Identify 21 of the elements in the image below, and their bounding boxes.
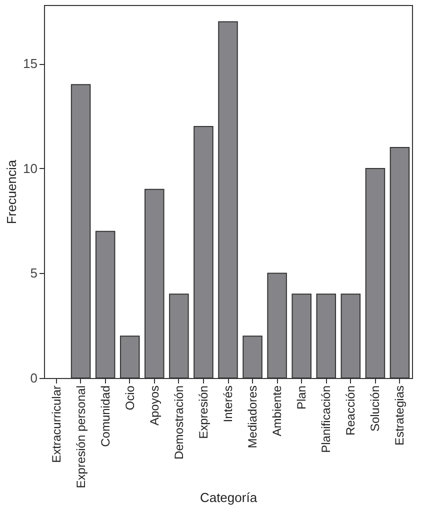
y-tick-label: 10 — [23, 160, 38, 176]
x-tick-label: Planificación — [319, 386, 334, 453]
y-axis-title: Frecuencia — [4, 159, 20, 224]
x-tick-label: Expresión — [196, 386, 210, 439]
y-tick-label: 15 — [23, 56, 38, 72]
x-tick-label: Plan — [294, 386, 309, 410]
x-axis-title: Categoría — [200, 490, 258, 506]
x-tick-label: Demostración — [172, 386, 186, 460]
x-tick-label: Mediadores — [246, 386, 260, 448]
x-tick-label: Estrategias — [392, 386, 407, 446]
x-tick-label: Ocio — [122, 385, 137, 410]
x-tick-label: Expresión personal — [74, 386, 88, 488]
x-tick-label: Solución — [368, 386, 382, 432]
y-tick-label: 5 — [30, 266, 38, 281]
x-tick-label: Interés — [221, 386, 235, 422]
y-tick-label: 0 — [30, 370, 38, 386]
x-tick-label: Ambiente — [270, 385, 284, 436]
x-tick-label: Reacción — [344, 386, 358, 436]
x-tick-label: Extracurricular — [49, 386, 64, 463]
x-tick-label: Comunidad — [98, 386, 112, 447]
x-tick-label: Apoyos — [147, 386, 162, 426]
